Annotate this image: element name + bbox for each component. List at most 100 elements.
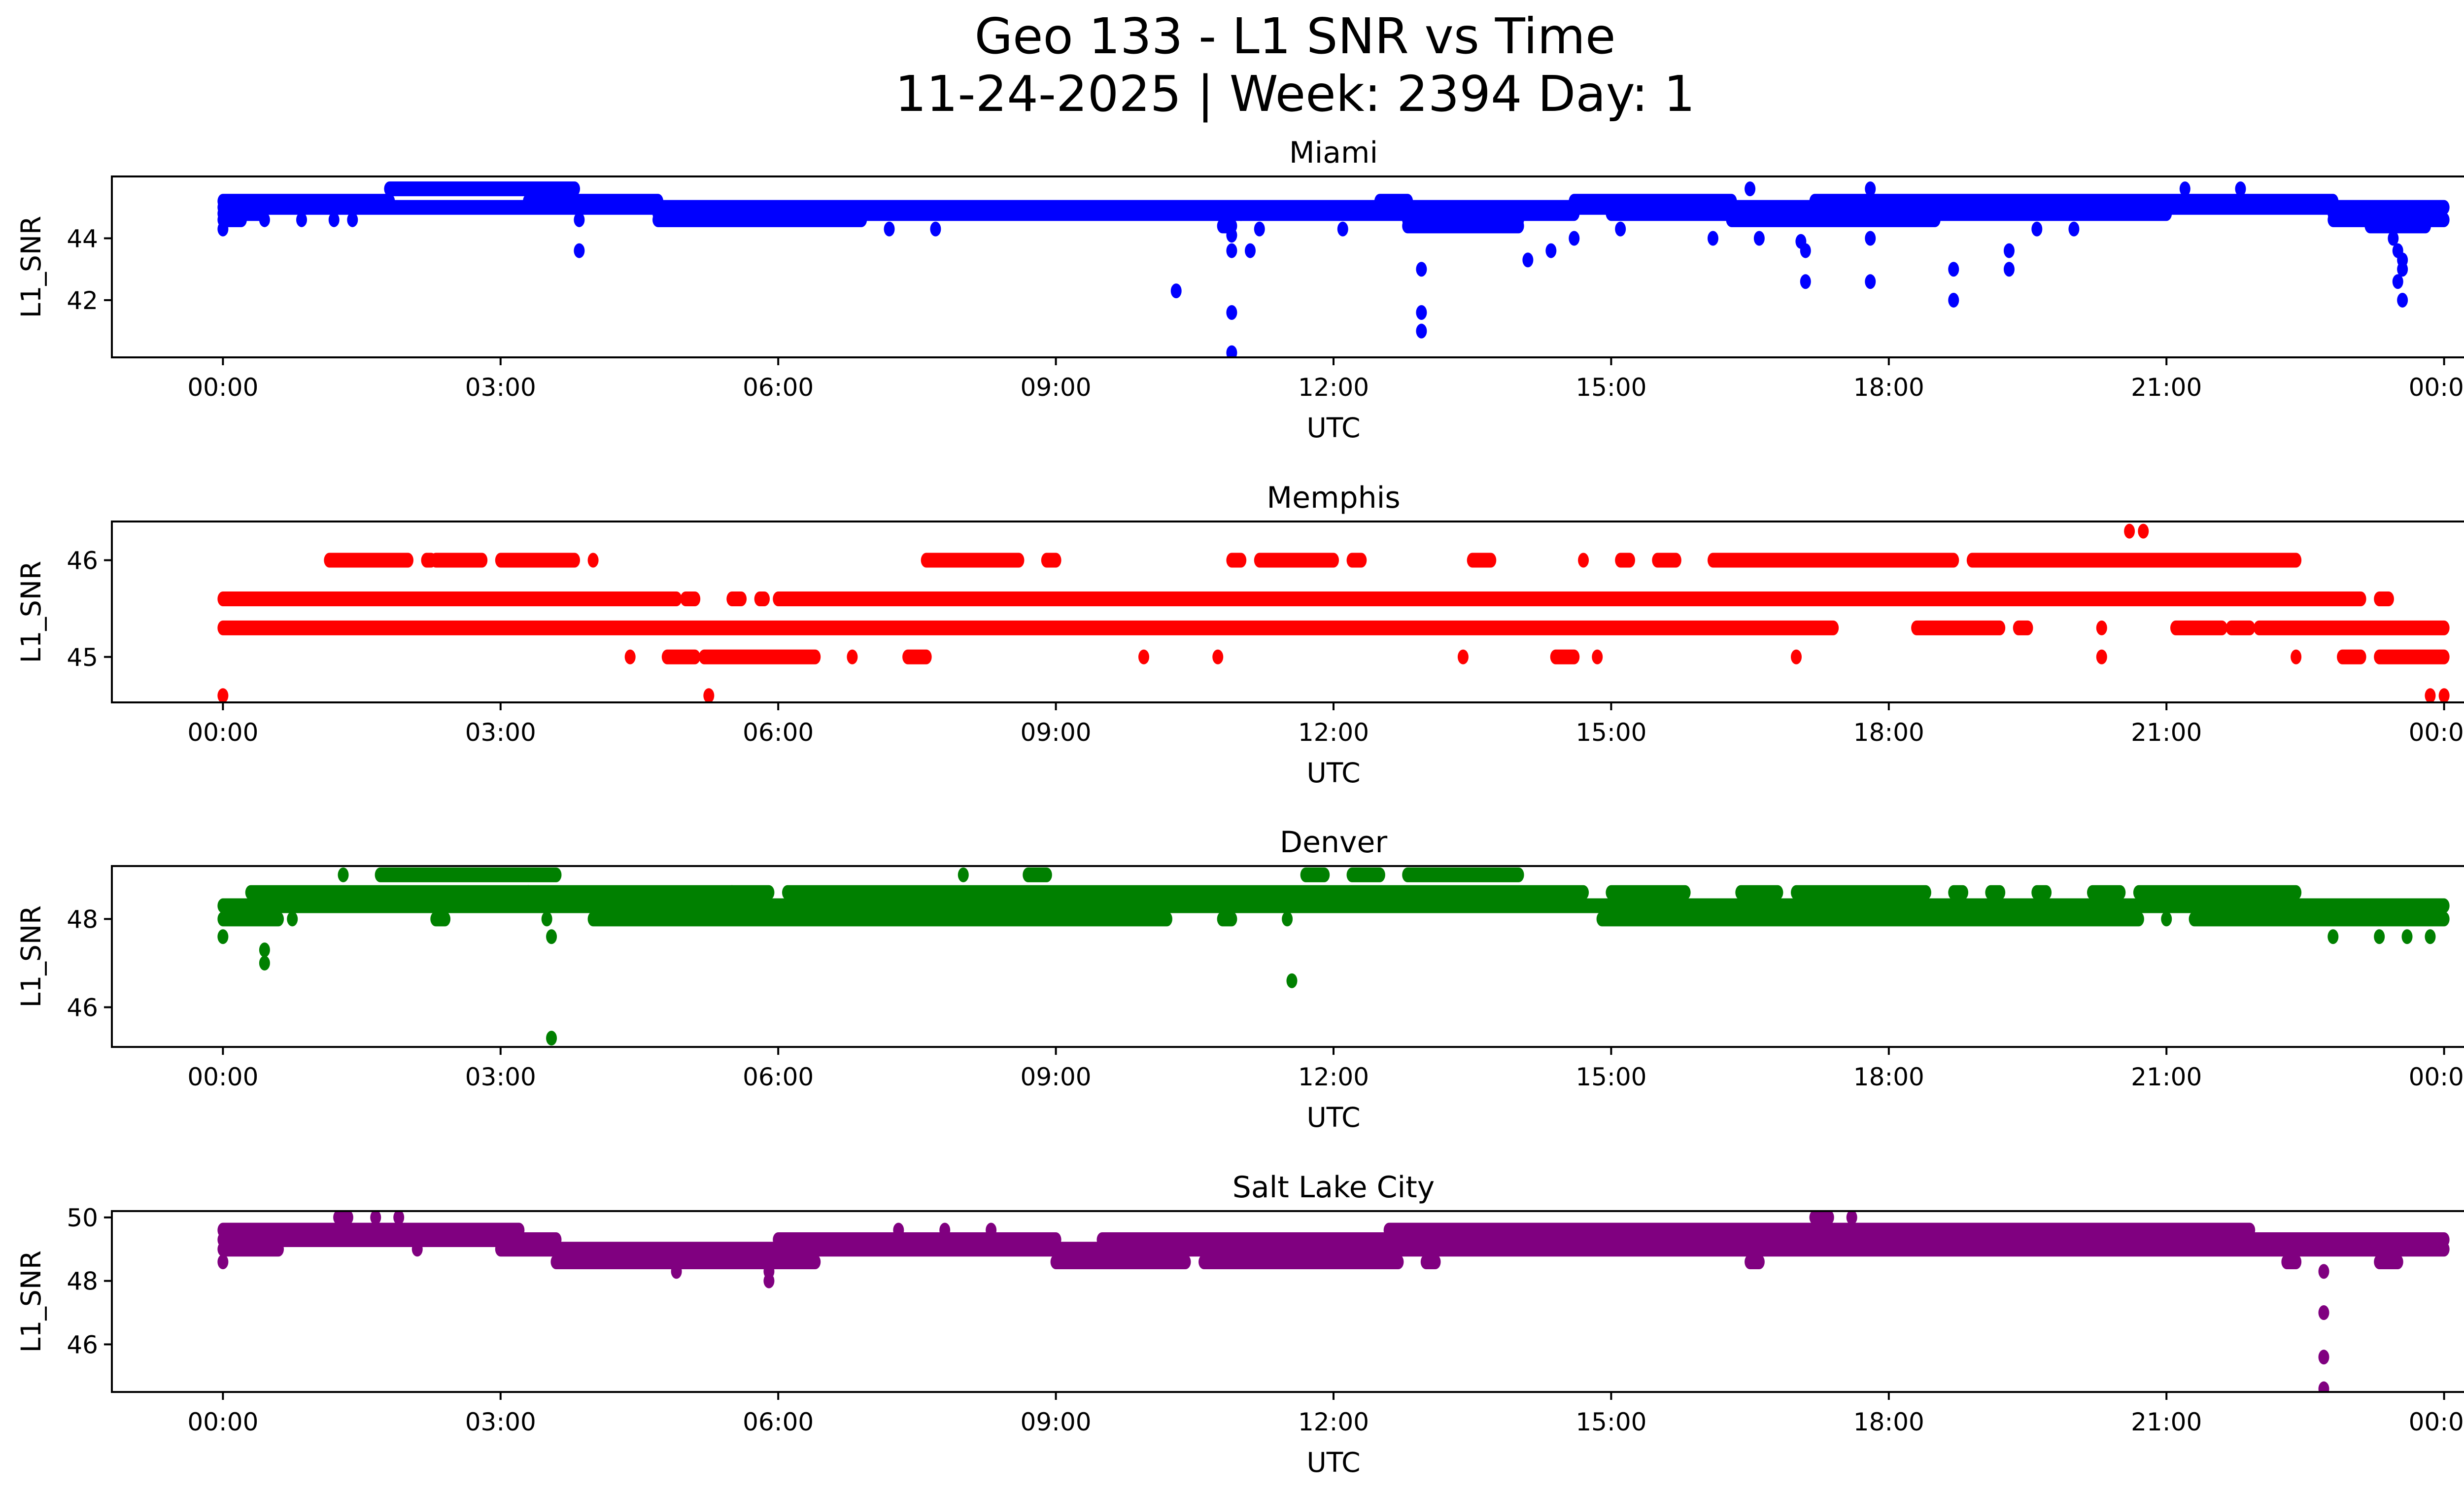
data-run [1217, 911, 1237, 927]
data-run [375, 867, 562, 882]
data-point [1948, 262, 1959, 277]
data-run [1402, 218, 1524, 234]
data-run [1578, 553, 1589, 568]
data-run [1023, 867, 1052, 882]
data-run [587, 553, 599, 568]
data-point [2438, 688, 2450, 702]
data-run [2235, 181, 2246, 197]
scatter-series [217, 867, 2450, 1046]
y-tick-label: 50 [67, 1204, 98, 1232]
chart-subtitle: 11-24-2025 | Week: 2394 Day: 1 [895, 65, 1695, 123]
x-tick-label: 09:00 [1021, 373, 1092, 402]
x-tick-label: 12:00 [1298, 1063, 1369, 1091]
data-point [1800, 243, 1811, 258]
data-point [2425, 929, 2436, 944]
data-run [2133, 885, 2302, 900]
data-point [1226, 243, 1237, 258]
x-tick-label: 00:00 [187, 1408, 258, 1436]
data-point [217, 929, 229, 944]
data-point [1865, 231, 1876, 246]
data-point [1707, 231, 1718, 246]
data-point [671, 1264, 682, 1279]
subplot-title: Memphis [1266, 481, 1400, 515]
x-tick-label: 18:00 [1853, 1408, 1924, 1436]
data-run [1745, 181, 1756, 197]
data-run [921, 553, 1025, 568]
data-run [1235, 206, 1413, 221]
data-run [324, 553, 413, 568]
x-axis-label: UTC [1306, 412, 1360, 444]
x-tick-label: 09:00 [1021, 1063, 1092, 1091]
data-point [1226, 345, 1237, 357]
subplot-salt-lake-city: Salt Lake City 46 48 50 L1_SNR 00:00 03:00 06:0… [15, 1170, 2464, 1478]
data-run [217, 591, 682, 607]
scatter-series [217, 1211, 2450, 1392]
x-tick-label: 12:00 [1298, 718, 1369, 747]
data-point [546, 929, 557, 944]
data-run [2096, 649, 2107, 664]
data-run [847, 649, 858, 664]
data-run [1948, 885, 1969, 900]
data-run [893, 591, 2366, 607]
data-run [1707, 553, 1765, 568]
scatter-series [217, 181, 2450, 357]
x-tick-label: 06:00 [743, 1063, 814, 1091]
data-point [1865, 274, 1876, 289]
data-run [958, 867, 969, 882]
y-tick-label: 42 [67, 286, 98, 315]
y-tick-label: 46 [67, 993, 98, 1022]
data-run [217, 911, 284, 927]
data-run [2087, 885, 2126, 900]
x-tick-label: 21:00 [2131, 718, 2202, 747]
data-point [1615, 221, 1626, 237]
data-point [2068, 221, 2080, 237]
data-run [1745, 1254, 1765, 1270]
data-run [1041, 553, 1061, 568]
data-run [245, 885, 534, 900]
x-tick-label: 06:00 [743, 1408, 814, 1436]
y-tick-label: 48 [67, 1267, 98, 1296]
data-point [1226, 305, 1237, 320]
data-run [902, 649, 932, 664]
data-run [1282, 911, 1293, 927]
data-point [217, 688, 229, 702]
data-run [1596, 911, 2144, 927]
data-point [259, 212, 270, 227]
data-run [1966, 553, 2302, 568]
data-point [884, 221, 895, 237]
data-run [2281, 1254, 2302, 1270]
subplot-title: Miami [1289, 136, 1378, 170]
data-point [2401, 929, 2413, 944]
y-tick-label: 45 [67, 643, 98, 672]
data-point [2003, 243, 2015, 258]
data-point [217, 221, 229, 237]
data-run [1346, 553, 1367, 568]
data-run [1615, 553, 1635, 568]
x-tick-label: 09:00 [1021, 1408, 1092, 1436]
x-tick-label: 12:00 [1298, 1408, 1369, 1436]
data-run [1846, 1211, 1857, 1225]
data-run [1457, 649, 1469, 664]
data-point [930, 221, 941, 237]
data-run [370, 1211, 381, 1225]
data-run [1592, 649, 1603, 664]
data-run [1346, 867, 1385, 882]
data-run [1402, 867, 1524, 882]
data-run [726, 591, 747, 607]
data-run [773, 591, 904, 607]
data-point [1286, 973, 1298, 988]
data-run [1254, 553, 1339, 568]
data-run [430, 553, 488, 568]
data-run [2254, 620, 2450, 635]
data-run [1138, 649, 1150, 664]
data-point [328, 212, 340, 227]
data-run [2374, 1254, 2403, 1270]
data-run [1606, 885, 1691, 900]
data-point [2318, 1264, 2329, 1279]
x-tick-label: 03:00 [465, 373, 536, 402]
data-point [1545, 243, 1557, 258]
data-point [1522, 252, 1534, 268]
data-run [698, 649, 821, 664]
x-tick-label: 00:00 [187, 718, 258, 747]
